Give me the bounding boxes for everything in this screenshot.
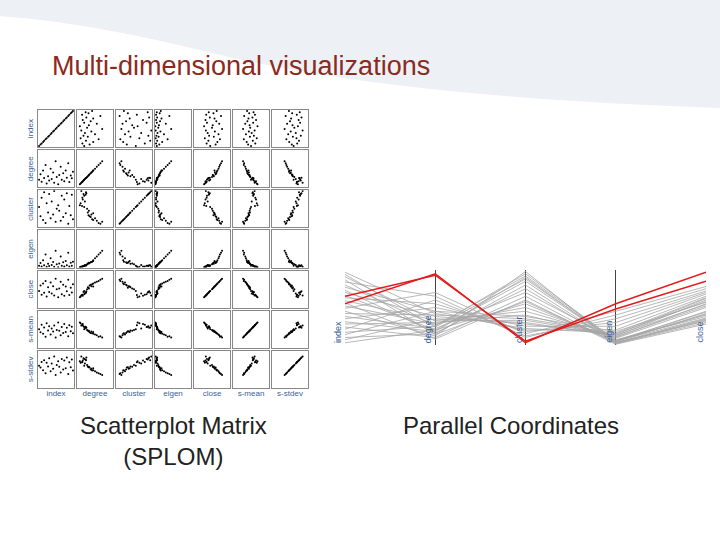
svg-text:eigen: eigen [26, 239, 35, 259]
svg-text:close: close [203, 389, 222, 398]
svg-text:index: index [26, 119, 35, 138]
svg-text:close: close [695, 321, 705, 342]
svg-text:index: index [46, 389, 65, 398]
svg-text:Multi-dimensional visualizatio: Multi-dimensional visualizations [52, 51, 430, 81]
svg-text:cluster: cluster [514, 316, 524, 343]
svg-text:eigen: eigen [163, 389, 183, 398]
svg-text:cluster: cluster [26, 197, 35, 221]
svg-text:eigen: eigen [604, 321, 614, 343]
svg-text:degree: degree [83, 389, 108, 398]
svg-text:degree: degree [26, 156, 35, 181]
svg-text:s-stdev: s-stdev [277, 389, 303, 398]
svg-text:degree: degree [423, 315, 433, 343]
svg-text:index: index [333, 321, 343, 343]
svg-text:Parallel Coordinates: Parallel Coordinates [403, 412, 619, 439]
svg-text:close: close [26, 279, 35, 298]
svg-text:cluster: cluster [122, 389, 146, 398]
svg-text:Scatterplot Matrix(SPLOM): Scatterplot Matrix(SPLOM) [80, 412, 267, 470]
svg-text:s-mean: s-mean [26, 316, 35, 343]
svg-text:s-stdev: s-stdev [26, 357, 35, 383]
svg-text:s-mean: s-mean [238, 389, 265, 398]
